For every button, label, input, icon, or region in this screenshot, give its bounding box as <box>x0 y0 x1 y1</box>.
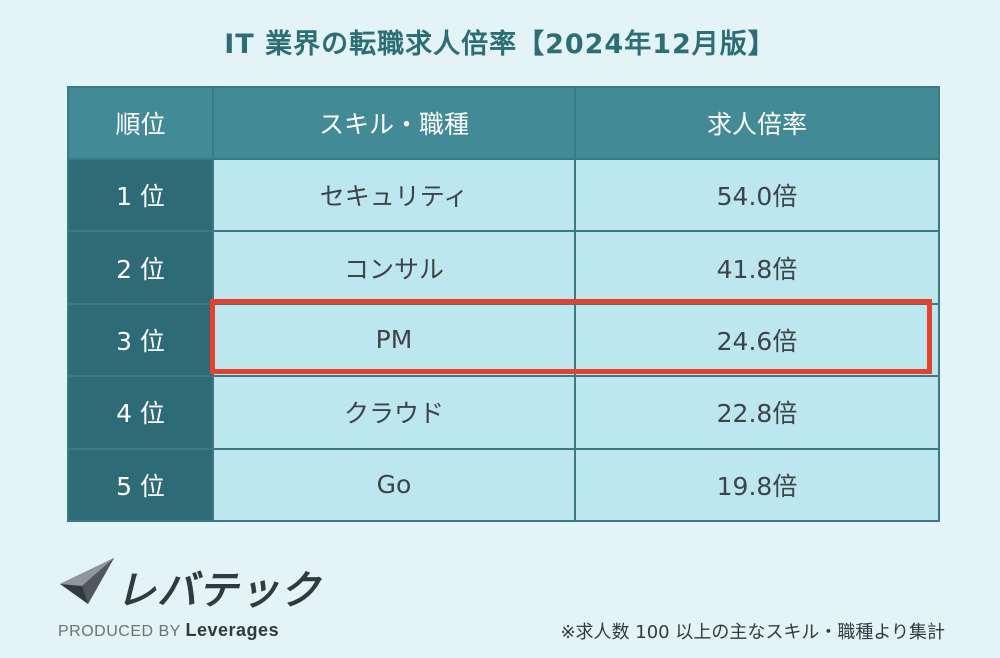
logo-tagline: PRODUCED BY Leverages <box>58 620 279 641</box>
logo-mark-icon <box>60 558 114 604</box>
ratio-cell: 22.8倍 <box>574 375 940 450</box>
ratio-cell: 19.8倍 <box>574 447 940 523</box>
ratio-cell: 54.0倍 <box>574 157 940 233</box>
table-header-row: 順位 スキル・職種 求人倍率 <box>67 86 940 160</box>
column-header-skill: スキル・職種 <box>212 86 576 160</box>
skill-cell: コンサル <box>212 230 576 305</box>
table-row: 4 位 クラウド 22.8倍 <box>67 375 940 450</box>
produced-by-label: PRODUCED BY <box>58 623 181 640</box>
rank-cell: 5 位 <box>67 447 214 523</box>
skill-cell: Go <box>212 447 576 523</box>
table-row: 1 位 セキュリティ 54.0倍 <box>67 157 940 233</box>
table-row-highlighted: 3 位 PM 24.6倍 <box>67 302 940 378</box>
page-title: IT 業界の転職求人倍率【2024年12月版】 <box>224 29 776 60</box>
footnote: ※求人数 100 以上の主なスキル・職種より集計 <box>560 622 945 643</box>
logo-wordmark: レバテック <box>116 568 321 614</box>
skill-cell: PM <box>212 302 576 378</box>
ratio-cell: 24.6倍 <box>574 302 940 378</box>
levtech-logo: レバテック PRODUCED BY Leverages <box>58 556 338 646</box>
table-row: 5 位 Go 19.8倍 <box>67 447 940 523</box>
rank-cell: 4 位 <box>67 375 214 450</box>
column-header-ratio: 求人倍率 <box>574 86 940 160</box>
rank-cell: 3 位 <box>67 302 214 378</box>
ratio-cell: 41.8倍 <box>574 230 940 305</box>
ranking-table: 順位 スキル・職種 求人倍率 1 位 セキュリティ 54.0倍 2 位 コンサル… <box>67 86 940 523</box>
brand-name: Leverages <box>185 620 280 640</box>
rank-cell: 2 位 <box>67 230 214 305</box>
table-row: 2 位 コンサル 41.8倍 <box>67 230 940 305</box>
skill-cell: セキュリティ <box>212 157 576 233</box>
skill-cell: クラウド <box>212 375 576 450</box>
rank-cell: 1 位 <box>67 157 214 233</box>
column-header-rank: 順位 <box>67 86 214 160</box>
